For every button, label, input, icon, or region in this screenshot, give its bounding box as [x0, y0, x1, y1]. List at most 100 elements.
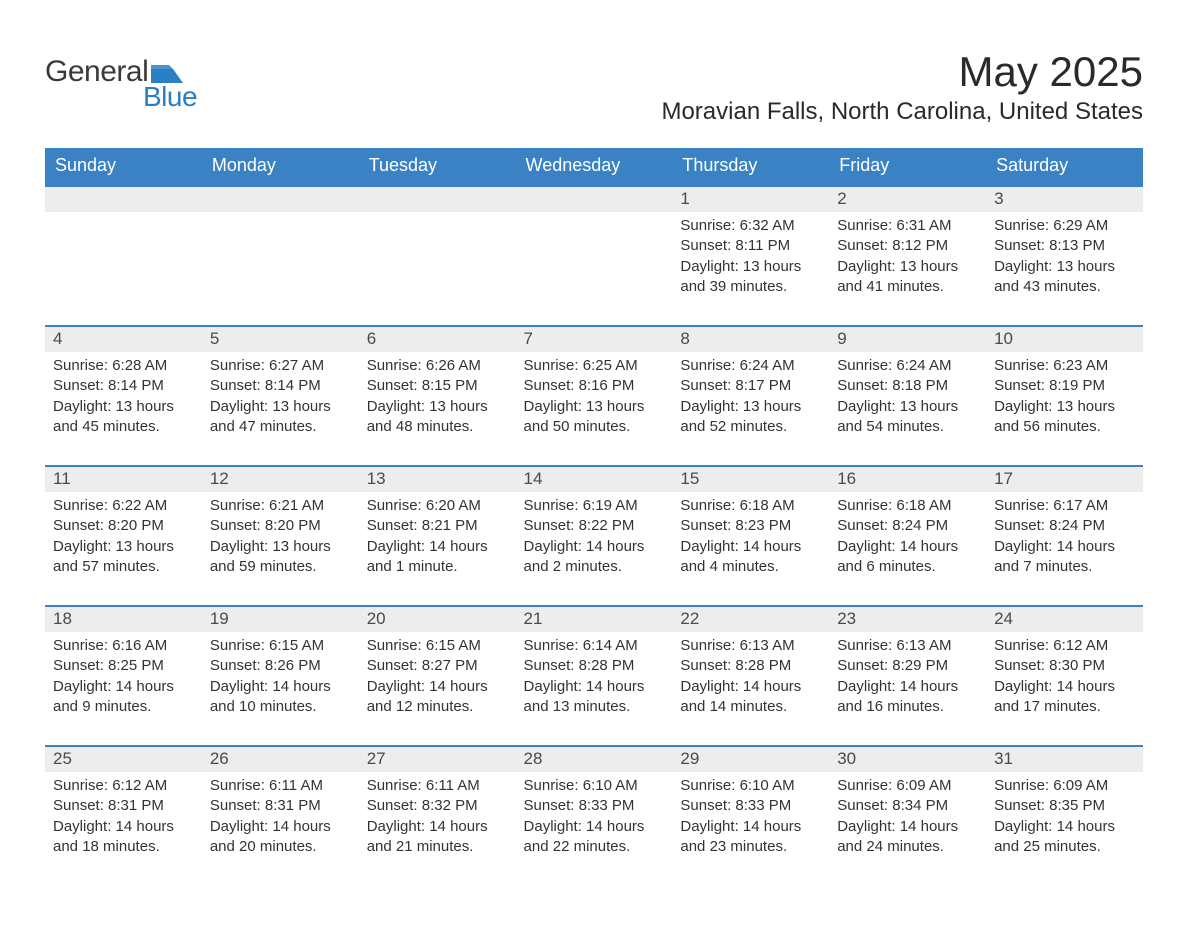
sunrise-line: Sunrise: 6:21 AM	[210, 496, 351, 516]
dayheader-fri: Friday	[829, 148, 986, 186]
day-number: 3	[986, 187, 1143, 212]
day-header-row: Sunday Monday Tuesday Wednesday Thursday…	[45, 148, 1143, 186]
logo-word-general: General	[45, 55, 148, 89]
sunrise-line: Sunrise: 6:27 AM	[210, 356, 351, 376]
sunrise-line: Sunrise: 6:24 AM	[837, 356, 978, 376]
daylight-line: Daylight: 13 hours and 57 minutes.	[53, 537, 194, 578]
sunrise-line: Sunrise: 6:24 AM	[680, 356, 821, 376]
daynum-empty	[516, 187, 673, 212]
sunset-line: Sunset: 8:33 PM	[524, 796, 665, 816]
sunset-line: Sunset: 8:31 PM	[210, 796, 351, 816]
sunrise-line: Sunrise: 6:09 AM	[994, 776, 1135, 796]
daylight-line: Daylight: 13 hours and 47 minutes.	[210, 397, 351, 438]
daylight-line: Daylight: 14 hours and 22 minutes.	[524, 817, 665, 858]
dayheader-wed: Wednesday	[516, 148, 673, 186]
sunset-line: Sunset: 8:22 PM	[524, 516, 665, 536]
daynum-empty	[45, 187, 202, 212]
day-details: Sunrise: 6:26 AMSunset: 8:15 PMDaylight:…	[359, 352, 516, 443]
sunset-line: Sunset: 8:16 PM	[524, 376, 665, 396]
calendar-cell: 4Sunrise: 6:28 AMSunset: 8:14 PMDaylight…	[45, 326, 202, 466]
calendar-cell: 9Sunrise: 6:24 AMSunset: 8:18 PMDaylight…	[829, 326, 986, 466]
daylight-line: Daylight: 14 hours and 6 minutes.	[837, 537, 978, 578]
calendar-cell: 30Sunrise: 6:09 AMSunset: 8:34 PMDayligh…	[829, 746, 986, 886]
day-number: 5	[202, 327, 359, 352]
calendar-cell: 14Sunrise: 6:19 AMSunset: 8:22 PMDayligh…	[516, 466, 673, 606]
daylight-line: Daylight: 13 hours and 50 minutes.	[524, 397, 665, 438]
sunrise-line: Sunrise: 6:29 AM	[994, 216, 1135, 236]
sunset-line: Sunset: 8:29 PM	[837, 656, 978, 676]
day-details: Sunrise: 6:09 AMSunset: 8:35 PMDaylight:…	[986, 772, 1143, 863]
sunset-line: Sunset: 8:14 PM	[53, 376, 194, 396]
title-block: May 2025 Moravian Falls, North Carolina,…	[661, 40, 1143, 140]
sunset-line: Sunset: 8:24 PM	[837, 516, 978, 536]
sunset-line: Sunset: 8:11 PM	[680, 236, 821, 256]
sunrise-line: Sunrise: 6:12 AM	[53, 776, 194, 796]
sunset-line: Sunset: 8:35 PM	[994, 796, 1135, 816]
sunset-line: Sunset: 8:17 PM	[680, 376, 821, 396]
day-details: Sunrise: 6:16 AMSunset: 8:25 PMDaylight:…	[45, 632, 202, 723]
sunrise-line: Sunrise: 6:14 AM	[524, 636, 665, 656]
day-number: 13	[359, 467, 516, 492]
calendar-cell: 28 Sunrise: 6:10 AMSunset: 8:33 PMDayligh…	[516, 746, 673, 886]
day-details: Sunrise: 6:14 AMSunset: 8:28 PMDaylight:…	[516, 632, 673, 723]
calendar-table: Sunday Monday Tuesday Wednesday Thursday…	[45, 148, 1143, 886]
day-number: 16	[829, 467, 986, 492]
daylight-line: Daylight: 14 hours and 2 minutes.	[524, 537, 665, 578]
day-number: 23	[829, 607, 986, 632]
day-number: 28	[516, 747, 673, 772]
day-number: 8	[672, 327, 829, 352]
day-details: Sunrise: 6:23 AMSunset: 8:19 PMDaylight:…	[986, 352, 1143, 443]
calendar-row: 25Sunrise: 6:12 AMSunset: 8:31 PMDayligh…	[45, 746, 1143, 886]
sunrise-line: Sunrise: 6:28 AM	[53, 356, 194, 376]
sunrise-line: Sunrise: 6:10 AM	[524, 776, 665, 796]
calendar-cell: 29Sunrise: 6:10 AMSunset: 8:33 PMDayligh…	[672, 746, 829, 886]
sunrise-line: Sunrise: 6:15 AM	[367, 636, 508, 656]
daylight-line: Daylight: 13 hours and 41 minutes.	[837, 257, 978, 298]
day-number: 11	[45, 467, 202, 492]
sunset-line: Sunset: 8:24 PM	[994, 516, 1135, 536]
day-details: Sunrise: 6:20 AMSunset: 8:21 PMDaylight:…	[359, 492, 516, 583]
sunrise-line: Sunrise: 6:12 AM	[994, 636, 1135, 656]
calendar-row: 11Sunrise: 6:22 AMSunset: 8:20 PMDayligh…	[45, 466, 1143, 606]
sunset-line: Sunset: 8:12 PM	[837, 236, 978, 256]
daylight-line: Daylight: 14 hours and 4 minutes.	[680, 537, 821, 578]
calendar-cell: 19Sunrise: 6:15 AMSunset: 8:26 PMDayligh…	[202, 606, 359, 746]
daylight-line: Daylight: 13 hours and 45 minutes.	[53, 397, 194, 438]
sunset-line: Sunset: 8:20 PM	[53, 516, 194, 536]
calendar-cell: 12Sunrise: 6:21 AMSunset: 8:20 PMDayligh…	[202, 466, 359, 606]
calendar-row: 4Sunrise: 6:28 AMSunset: 8:14 PMDaylight…	[45, 326, 1143, 466]
daylight-line: Daylight: 13 hours and 59 minutes.	[210, 537, 351, 578]
day-details: Sunrise: 6:18 AMSunset: 8:23 PMDaylight:…	[672, 492, 829, 583]
sunrise-line: Sunrise: 6:13 AM	[837, 636, 978, 656]
sunrise-line: Sunrise: 6:20 AM	[367, 496, 508, 516]
daylight-line: Daylight: 14 hours and 7 minutes.	[994, 537, 1135, 578]
day-details: Sunrise: 6:13 AMSunset: 8:29 PMDaylight:…	[829, 632, 986, 723]
day-number: 20	[359, 607, 516, 632]
sunset-line: Sunset: 8:20 PM	[210, 516, 351, 536]
day-number: 10	[986, 327, 1143, 352]
day-number: 15	[672, 467, 829, 492]
day-details: Sunrise: 6:17 AMSunset: 8:24 PMDaylight:…	[986, 492, 1143, 583]
sunrise-line: Sunrise: 6:23 AM	[994, 356, 1135, 376]
location-text: Moravian Falls, North Carolina, United S…	[661, 98, 1143, 126]
calendar-cell: 15Sunrise: 6:18 AMSunset: 8:23 PMDayligh…	[672, 466, 829, 606]
daylight-line: Daylight: 13 hours and 48 minutes.	[367, 397, 508, 438]
day-details: Sunrise: 6:10 AMSunset: 8:33 PMDaylight:…	[672, 772, 829, 863]
day-details: Sunrise: 6:24 AMSunset: 8:18 PMDaylight:…	[829, 352, 986, 443]
calendar-cell: 21Sunrise: 6:14 AMSunset: 8:28 PMDayligh…	[516, 606, 673, 746]
calendar-cell: 18Sunrise: 6:16 AMSunset: 8:25 PMDayligh…	[45, 606, 202, 746]
dayheader-thu: Thursday	[672, 148, 829, 186]
day-details: Sunrise: 6:19 AMSunset: 8:22 PMDaylight:…	[516, 492, 673, 583]
sunrise-line: Sunrise: 6:26 AM	[367, 356, 508, 376]
sunset-line: Sunset: 8:28 PM	[524, 656, 665, 676]
day-details: Sunrise: 6:22 AMSunset: 8:20 PMDaylight:…	[45, 492, 202, 583]
daynum-empty	[202, 187, 359, 212]
daylight-line: Daylight: 14 hours and 17 minutes.	[994, 677, 1135, 718]
daylight-line: Daylight: 14 hours and 14 minutes.	[680, 677, 821, 718]
day-details: Sunrise: 6:32 AMSunset: 8:11 PMDaylight:…	[672, 212, 829, 303]
sunrise-line: Sunrise: 6:11 AM	[210, 776, 351, 796]
calendar-cell: 27Sunrise: 6:11 AMSunset: 8:32 PMDayligh…	[359, 746, 516, 886]
calendar-cell: 7Sunrise: 6:25 AMSunset: 8:16 PMDaylight…	[516, 326, 673, 466]
day-number: 31	[986, 747, 1143, 772]
logo-word-blue: Blue	[143, 81, 197, 113]
